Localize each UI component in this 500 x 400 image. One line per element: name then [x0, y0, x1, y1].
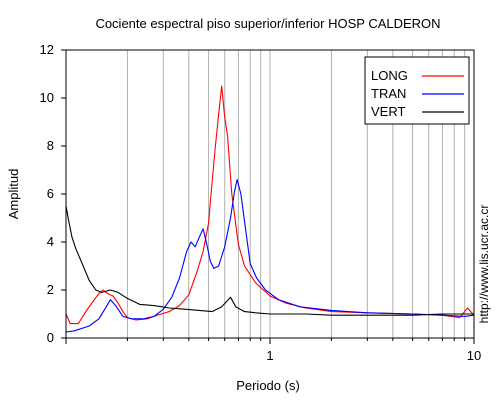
y-axis-label: Amplitud [6, 169, 21, 220]
y-tick-label: 10 [40, 90, 54, 105]
legend-label-tran: TRAN [371, 86, 406, 101]
series-line-vert [65, 205, 474, 316]
legend: LONG TRAN VERT [364, 56, 470, 125]
series-line-tran [65, 179, 475, 333]
chart-title: Cociente espectral piso superior/inferio… [95, 16, 440, 31]
legend-box [364, 56, 470, 125]
source-url-note: http://www.lis.ucr.ac.cr [477, 205, 491, 324]
y-tick-label: 2 [47, 282, 54, 297]
legend-label-vert: VERT [371, 104, 405, 119]
x-axis-label: Periodo (s) [236, 378, 300, 393]
y-tick-label: 4 [47, 234, 54, 249]
y-tick-label: 6 [47, 186, 54, 201]
series-lines [65, 85, 475, 333]
y-tick-label: 0 [47, 330, 54, 345]
y-axis: 0 2 4 6 8 10 12 [40, 42, 66, 345]
x-axis: 1 10 [65, 338, 481, 363]
y-tick-label: 12 [40, 42, 54, 57]
legend-label-long: LONG [371, 68, 408, 83]
x-tick-label: 1 [266, 348, 273, 363]
y-tick-label: 8 [47, 138, 54, 153]
x-tick-label: 10 [467, 348, 481, 363]
legend-items: LONG TRAN VERT [371, 68, 464, 119]
series-line-long [65, 85, 475, 325]
x-minor-gridlines [126, 50, 466, 338]
